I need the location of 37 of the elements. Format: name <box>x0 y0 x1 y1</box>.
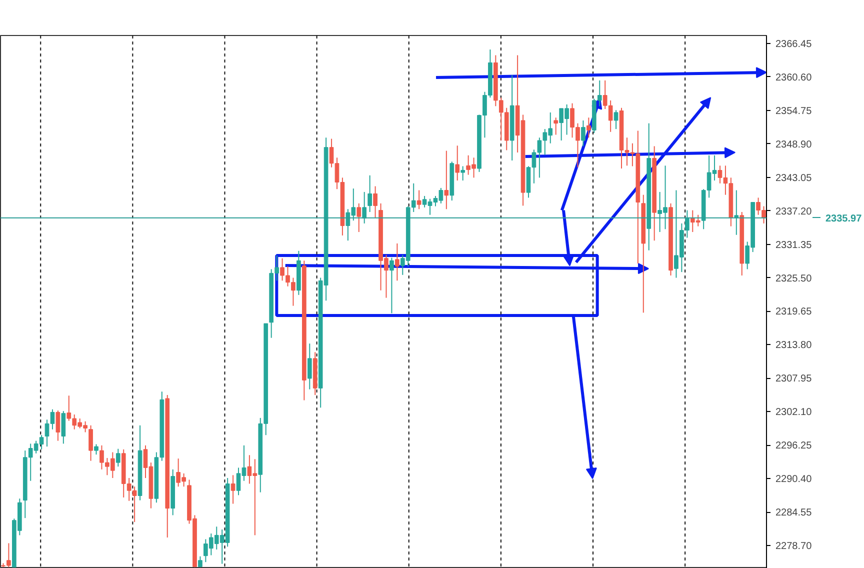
ref-line-label: 2335.97 <box>826 213 862 224</box>
candlestick <box>581 120 586 147</box>
y-tick-label: 2307.95 <box>776 374 812 385</box>
y-tick-label: 2331.35 <box>776 240 812 251</box>
candlestick <box>116 448 120 468</box>
y-tick-label: 2343.05 <box>776 172 812 184</box>
candlestick <box>88 424 93 462</box>
candlestick <box>230 474 236 504</box>
y-tick-label: 2290.40 <box>776 474 812 486</box>
candlestick <box>395 242 400 282</box>
candlestick <box>94 444 98 456</box>
y-tick-label: 2337.20 <box>776 206 812 218</box>
y-tick-label: 2325.50 <box>776 273 812 284</box>
y-tick-label: 2354.75 <box>776 106 812 117</box>
y-tick-label: 2296.25 <box>776 440 812 452</box>
y-tick-label: 2366.45 <box>776 39 812 50</box>
y-tick-label: 2319.65 <box>776 306 812 318</box>
candlestick <box>307 343 312 390</box>
y-tick-label: 2313.80 <box>776 340 812 352</box>
y-tick-label: 2302.10 <box>776 407 812 418</box>
candlestick <box>460 166 465 182</box>
candlestick <box>444 150 449 210</box>
y-tick-label: 2284.55 <box>776 508 812 519</box>
candlestick <box>554 117 558 136</box>
candlestick <box>416 190 422 210</box>
y-tick-label: 2278.70 <box>776 541 812 552</box>
candlestick <box>368 174 372 212</box>
candlestick <box>61 410 66 444</box>
candlestick <box>373 186 378 218</box>
candlestick <box>455 145 460 182</box>
candlestick <box>390 257 394 314</box>
y-tick-label: 2360.60 <box>776 72 812 84</box>
candlestick <box>56 410 60 442</box>
candlestick <box>586 117 591 138</box>
candlestick <box>614 110 618 130</box>
candlestick <box>356 202 362 233</box>
y-tick-label: 2348.90 <box>776 139 812 150</box>
